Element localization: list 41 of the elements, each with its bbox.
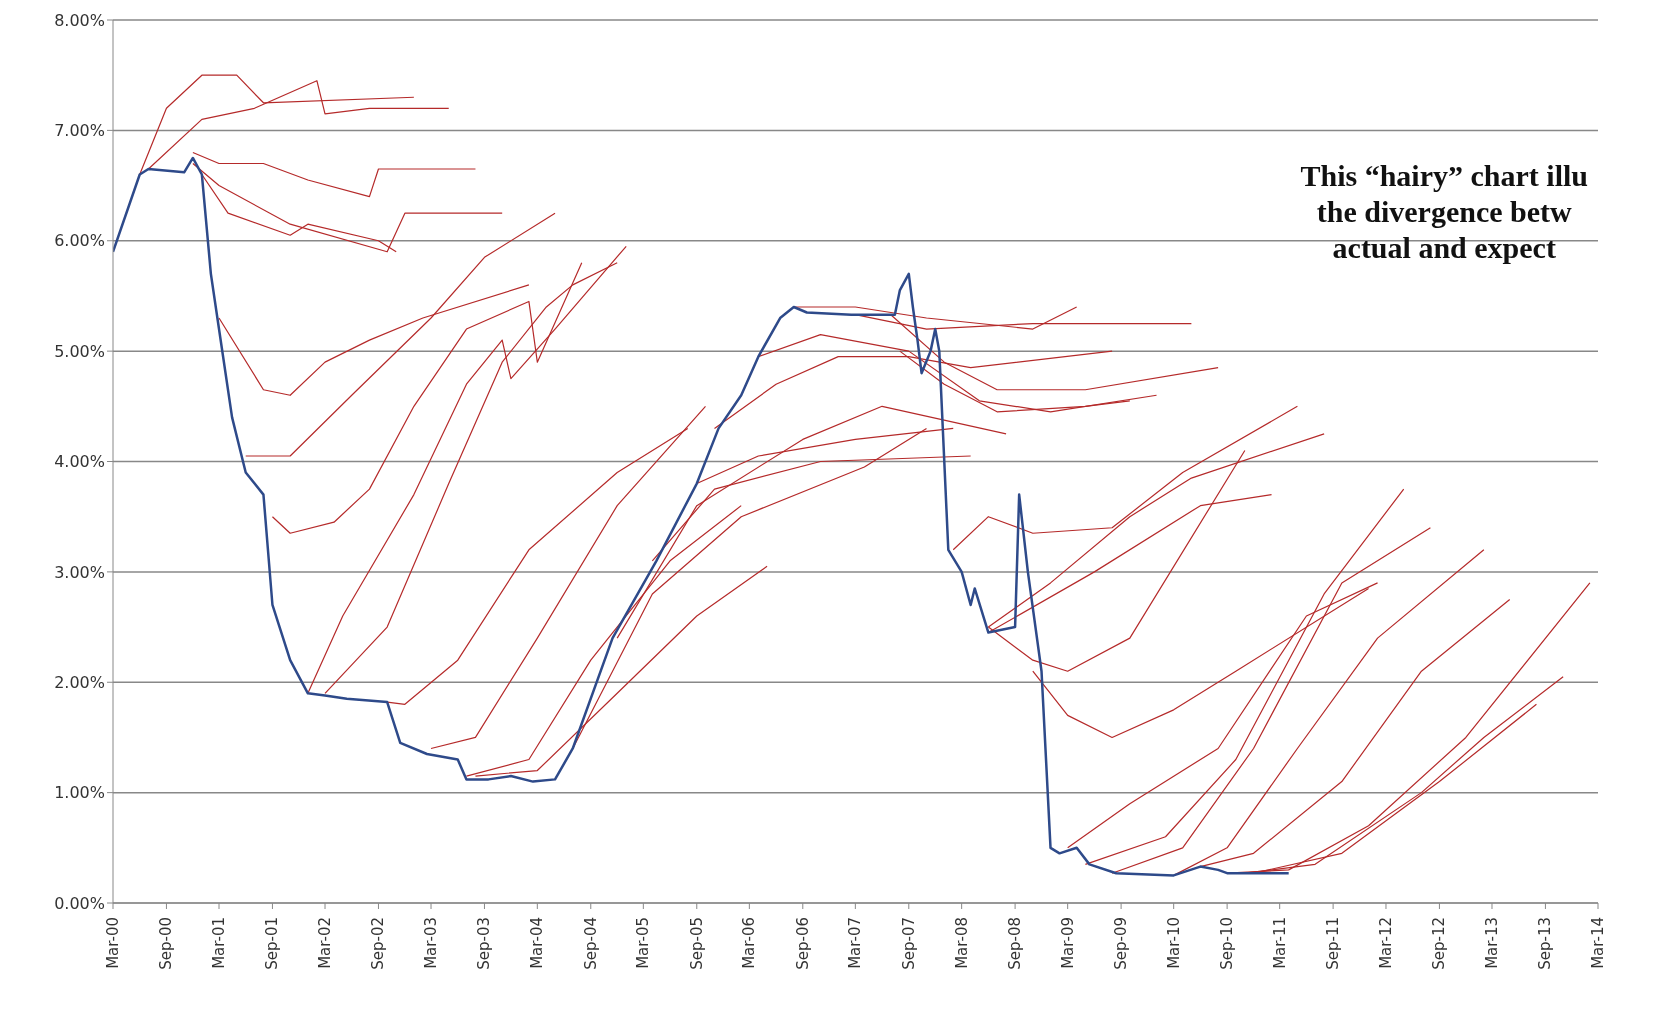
- y-tick-label: 6.00%: [54, 231, 105, 251]
- y-tick-label: 5.00%: [54, 341, 105, 361]
- x-tick-label: Sep-06: [793, 917, 812, 970]
- x-tick-label: Mar-08: [952, 917, 971, 969]
- x-tick-label: Mar-07: [846, 917, 865, 969]
- y-tick-label: 1.00%: [54, 783, 105, 803]
- x-tick-label: Sep-08: [1006, 917, 1025, 970]
- x-tick-label: Sep-07: [899, 917, 918, 970]
- x-tick-label: Sep-00: [157, 917, 176, 970]
- y-tick-label: 2.00%: [54, 672, 105, 692]
- x-tick-label: Mar-05: [634, 917, 653, 969]
- x-tick-label: Mar-13: [1482, 917, 1501, 969]
- x-tick-label: Mar-12: [1376, 917, 1395, 969]
- x-tick-label: Sep-11: [1324, 917, 1343, 970]
- x-tick-label: Mar-09: [1058, 917, 1077, 969]
- x-tick-label: Mar-11: [1270, 917, 1289, 969]
- x-tick-label: Sep-09: [1112, 917, 1131, 970]
- x-tick-label: Mar-03: [422, 917, 441, 969]
- x-tick-label: Sep-02: [369, 917, 388, 970]
- x-tick-label: Mar-02: [316, 917, 335, 969]
- y-tick-label: 3.00%: [54, 562, 105, 582]
- x-tick-label: Sep-13: [1536, 917, 1555, 970]
- annotation: This “hairy” chart illu: [1300, 158, 1588, 194]
- x-tick-label: Sep-05: [687, 917, 706, 970]
- y-tick-label: 4.00%: [54, 452, 105, 472]
- x-tick-label: Sep-12: [1430, 917, 1449, 970]
- x-tick-label: Mar-00: [104, 917, 122, 969]
- x-tick-label: Sep-01: [263, 917, 282, 970]
- y-tick-label: 8.00%: [54, 10, 105, 30]
- annotation: actual and expect: [1331, 230, 1557, 266]
- x-tick-label: Sep-04: [581, 917, 600, 970]
- y-tick-label: 7.00%: [54, 121, 105, 141]
- x-tick-label: Mar-14: [1589, 917, 1607, 969]
- annotation: the divergence betw: [1315, 194, 1573, 230]
- x-tick-label: Mar-01: [210, 917, 229, 969]
- x-tick-label: Sep-10: [1218, 917, 1237, 970]
- y-tick-label: 0.00%: [54, 893, 105, 913]
- x-tick-label: Mar-04: [528, 917, 547, 969]
- x-tick-label: Mar-06: [740, 917, 759, 969]
- x-tick-label: Sep-03: [475, 917, 494, 970]
- x-tick-label: Mar-10: [1164, 917, 1183, 969]
